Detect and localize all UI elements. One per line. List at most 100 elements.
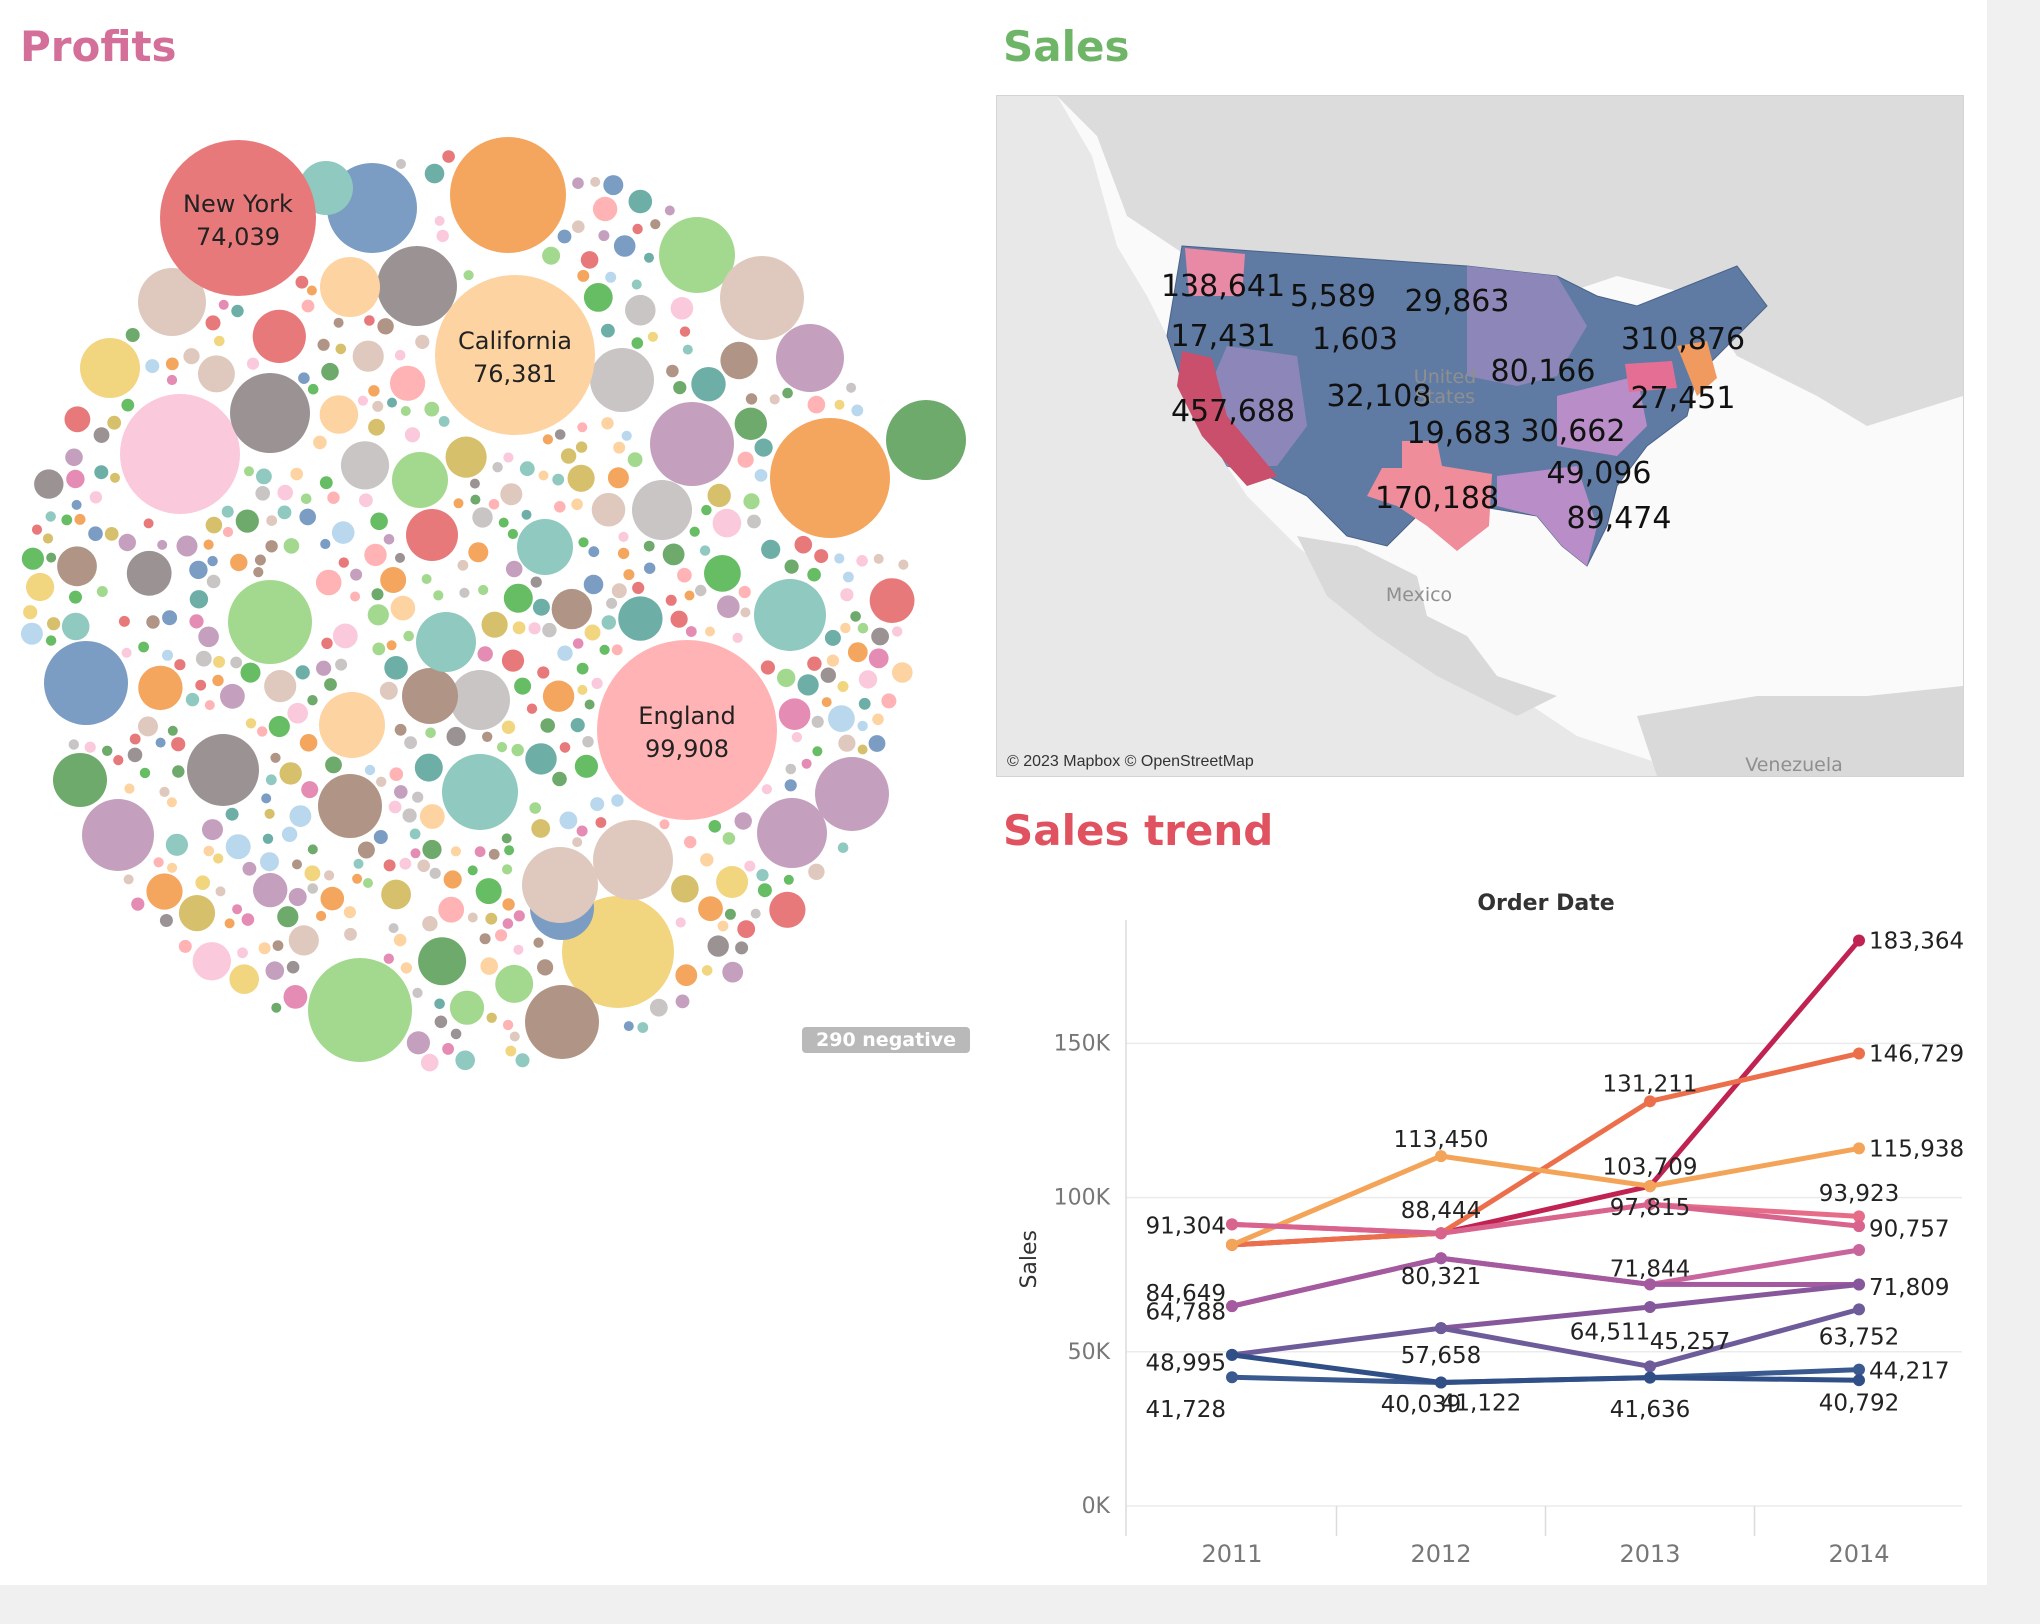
series-line <box>1231 1306 1860 1369</box>
profit-bubble <box>738 585 751 599</box>
profit-bubble <box>495 964 534 1003</box>
profit-bubble <box>370 512 388 531</box>
profit-bubble <box>486 1012 497 1023</box>
profit-bubble <box>419 804 445 829</box>
profit-bubble <box>44 641 128 725</box>
state-sales-label: 19,683 <box>1407 416 1512 451</box>
profit-bubble <box>402 808 417 823</box>
profit-bubble <box>481 611 508 638</box>
bubble-name-label: California <box>458 327 572 355</box>
profit-bubble <box>61 612 90 641</box>
profit-bubble <box>557 645 573 661</box>
profit-bubble <box>265 540 278 553</box>
profit-bubble <box>503 583 533 613</box>
profit-bubble <box>797 674 819 696</box>
profit-bubble <box>121 647 132 658</box>
profit-bubble <box>202 819 223 841</box>
profit-bubble <box>815 757 889 831</box>
profit-bubble <box>707 483 731 508</box>
profit-bubble <box>321 362 339 381</box>
profit-bubble <box>368 418 385 436</box>
sales-trend-chart[interactable]: Order Date 0K 50K 100K 150K 2011 2012 2013 2014 S… <box>996 870 1986 1570</box>
profit-bubble <box>412 987 423 999</box>
profit-bubble <box>298 372 310 385</box>
series-line <box>1231 1145 1860 1248</box>
series-line <box>1231 1201 1860 1236</box>
profit-bubble <box>319 692 385 758</box>
profit-bubble <box>512 621 526 635</box>
profit-bubble <box>840 622 851 634</box>
profit-bubble <box>387 397 397 408</box>
profit-bubble <box>69 590 82 604</box>
profit-bubble <box>578 537 589 548</box>
profit-bubble <box>559 742 571 753</box>
profit-bubble <box>760 660 776 675</box>
profit-bubble <box>318 774 382 838</box>
profit-bubble <box>138 716 158 737</box>
profit-bubble <box>704 555 741 592</box>
profit-bubble <box>442 754 518 830</box>
profit-bubble <box>80 338 140 398</box>
profit-bubble <box>453 498 464 509</box>
profit-bubble <box>675 917 686 928</box>
series-point <box>1644 1360 1656 1373</box>
profit-bubble <box>66 469 85 489</box>
profit-bubble <box>376 776 387 787</box>
profit-bubble <box>542 246 561 265</box>
sales-map[interactable]: 138,641 5,589 29,863 17,431 1,603 310,876 80,1… <box>996 95 1964 777</box>
series-point <box>1644 1371 1656 1384</box>
profit-bubble <box>794 535 813 554</box>
profit-bubble <box>782 387 793 399</box>
profit-bubble <box>700 853 714 867</box>
profit-bubble <box>820 667 836 683</box>
profit-bubble <box>272 940 284 951</box>
profit-bubble <box>316 910 327 922</box>
profit-bubble <box>840 588 854 602</box>
profit-bubble <box>288 925 319 956</box>
profit-bubble <box>695 584 707 597</box>
negative-values-badge[interactable]: 290 negative <box>802 1027 970 1053</box>
x-tick-label: 2011 <box>1201 1540 1262 1568</box>
profit-bubble <box>480 957 499 975</box>
profit-bubble <box>559 811 578 830</box>
profit-bubble <box>34 469 64 499</box>
map-place-label: United States <box>1414 366 1476 408</box>
profit-bubble <box>502 1019 514 1031</box>
profit-bubble <box>224 918 235 929</box>
profit-bubble <box>607 467 629 489</box>
profit-bubble <box>644 562 656 574</box>
profit-bubble <box>540 718 555 733</box>
profit-bubble <box>335 343 347 355</box>
profit-bubble <box>320 538 331 550</box>
profit-bubble <box>504 845 515 856</box>
profit-bubble <box>331 521 355 544</box>
profit-bubble <box>538 470 549 481</box>
profit-bubble <box>783 874 794 885</box>
profit-bubble <box>868 648 889 669</box>
profit-bubble <box>881 693 897 709</box>
sales-map-canvas[interactable]: 138,641 5,589 29,863 17,431 1,603 310,876 80,1… <box>997 96 1963 776</box>
profit-bubble <box>183 348 200 365</box>
series-point <box>1435 1227 1447 1240</box>
profit-bubble <box>824 629 841 646</box>
profit-bubble <box>591 492 626 527</box>
profit-bubble <box>368 385 380 397</box>
profit-bubble <box>828 705 855 732</box>
profit-bubble <box>477 646 493 662</box>
profit-bubble <box>601 323 615 338</box>
profit-bubble <box>390 595 416 621</box>
series-point <box>1226 1238 1238 1251</box>
data-label: 93,923 <box>1819 1181 1899 1207</box>
data-label: 80,321 <box>1401 1264 1481 1290</box>
profit-bubble <box>429 867 441 879</box>
profit-bubble <box>350 568 363 581</box>
series-line <box>1231 1247 1860 1309</box>
profit-bubble <box>834 399 845 410</box>
profit-bubble <box>126 550 172 596</box>
profit-bubble <box>65 448 83 467</box>
profit-bubble <box>689 526 700 537</box>
series-point <box>1853 1278 1865 1291</box>
profit-bubble <box>120 394 240 514</box>
profit-bubble <box>333 317 344 328</box>
profits-bubble-chart[interactable]: New York 74,039 California 76,381 England 99,… <box>0 80 990 1080</box>
